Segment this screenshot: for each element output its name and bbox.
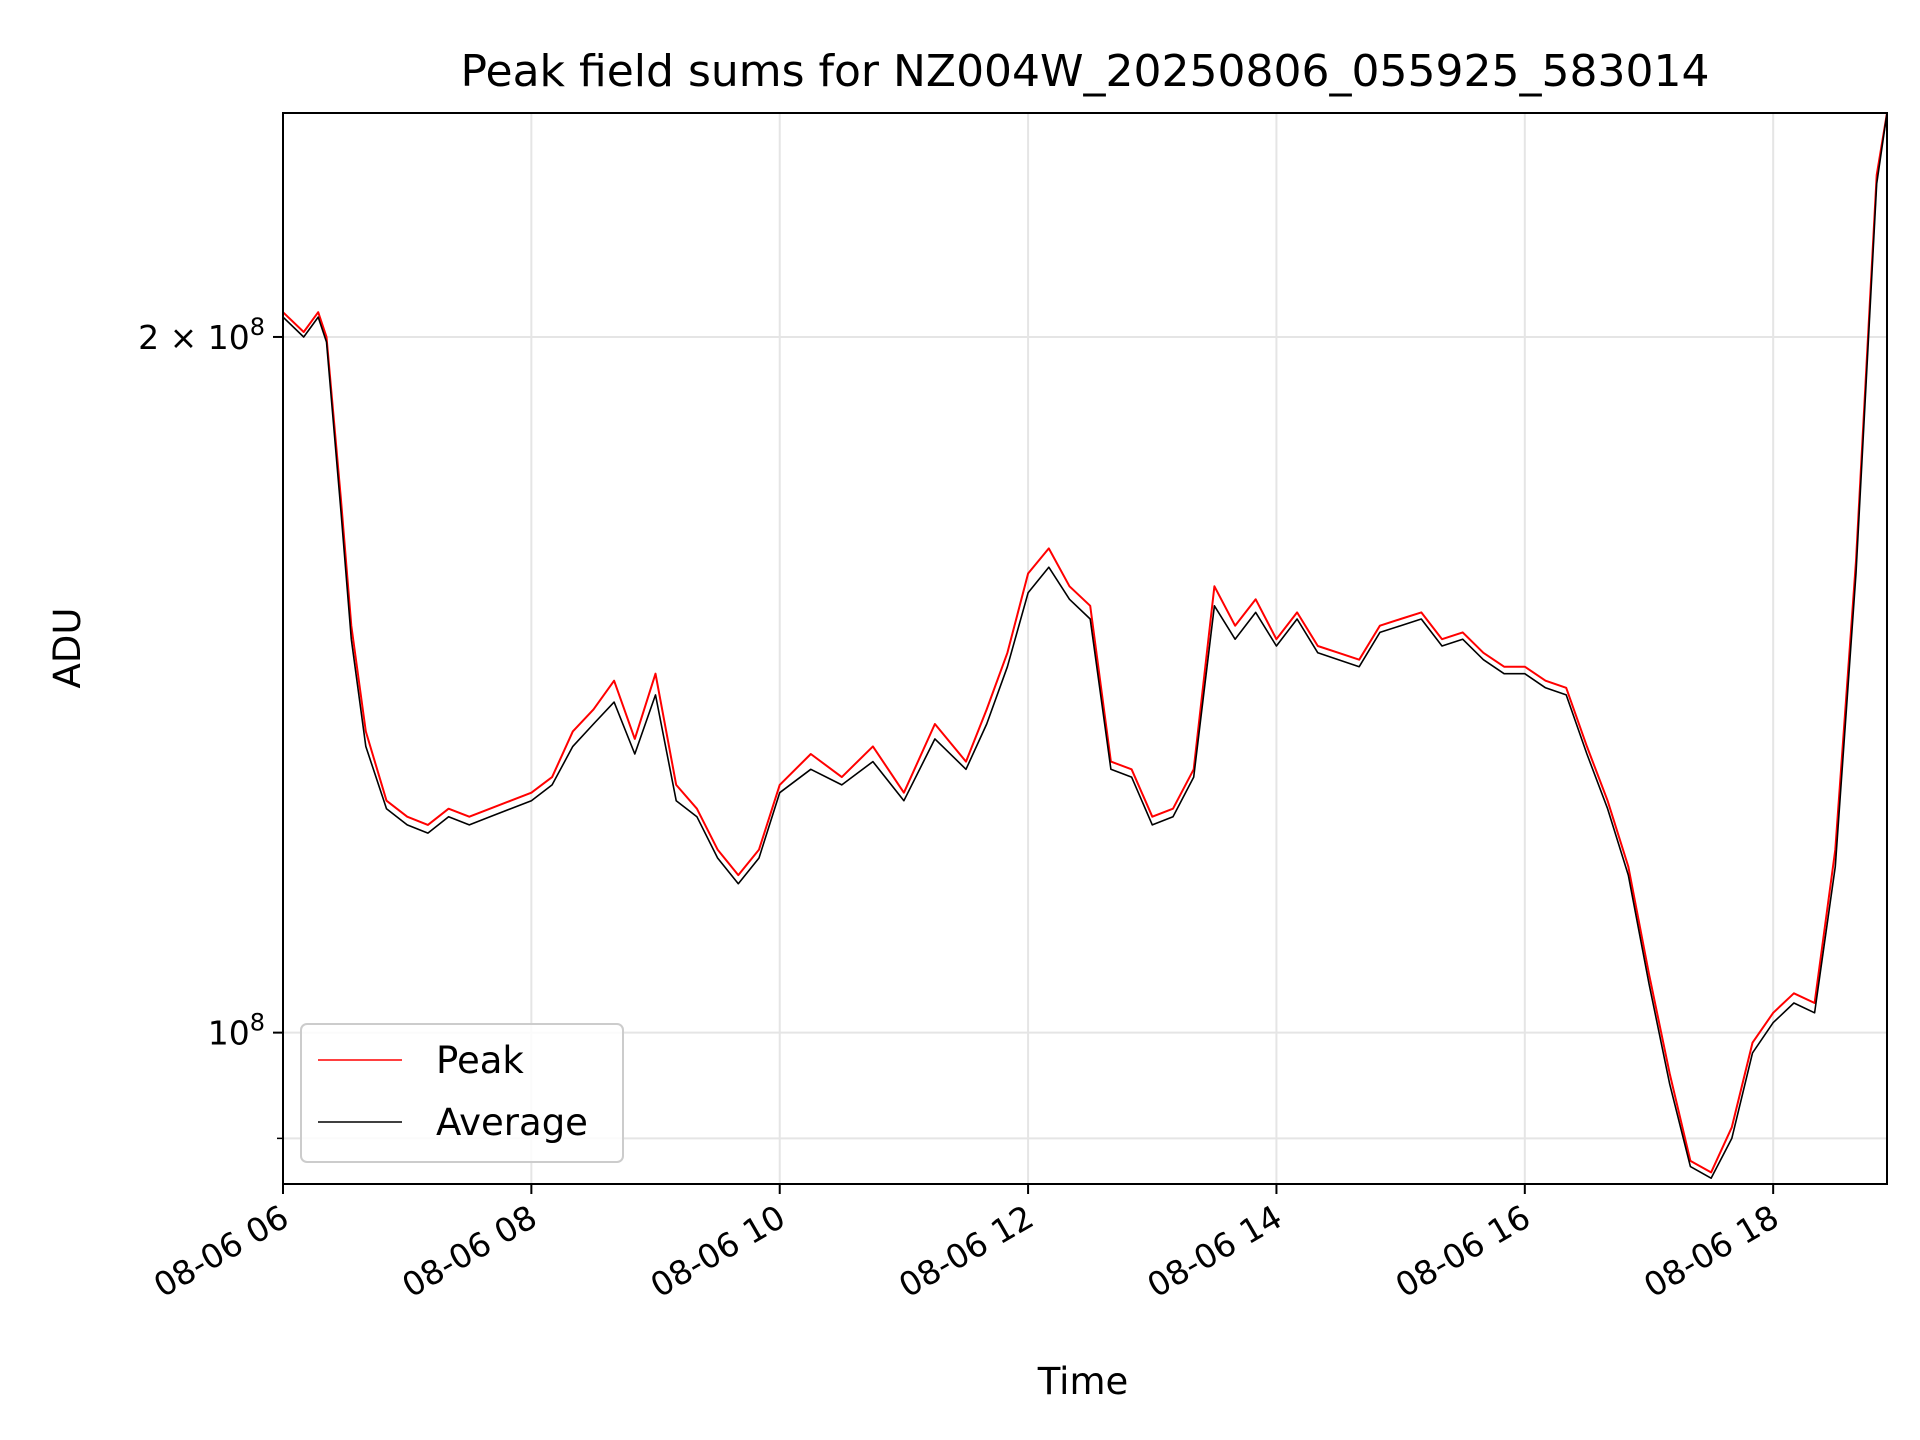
y-tick-label: 2 × 108 <box>138 313 265 357</box>
y-tick-label: 108 <box>208 1009 265 1053</box>
legend-box <box>300 1023 624 1163</box>
x-axis-title: Time <box>1037 1360 1129 1403</box>
legend-label-peak: Peak <box>436 1039 524 1082</box>
y-axis: 108 2 × 108 <box>138 313 283 1140</box>
legend-label-average: Average <box>436 1101 588 1144</box>
chart-title: Peak field sums for NZ004W_20250806_0559… <box>461 46 1710 97</box>
legend: Peak Average <box>300 1023 624 1163</box>
y-axis-title: ADU <box>46 608 89 689</box>
series-line-peak <box>282 112 1888 1174</box>
series-line-average <box>282 112 1888 1179</box>
series-group <box>282 112 1888 1179</box>
plot-frame <box>282 112 1888 1185</box>
